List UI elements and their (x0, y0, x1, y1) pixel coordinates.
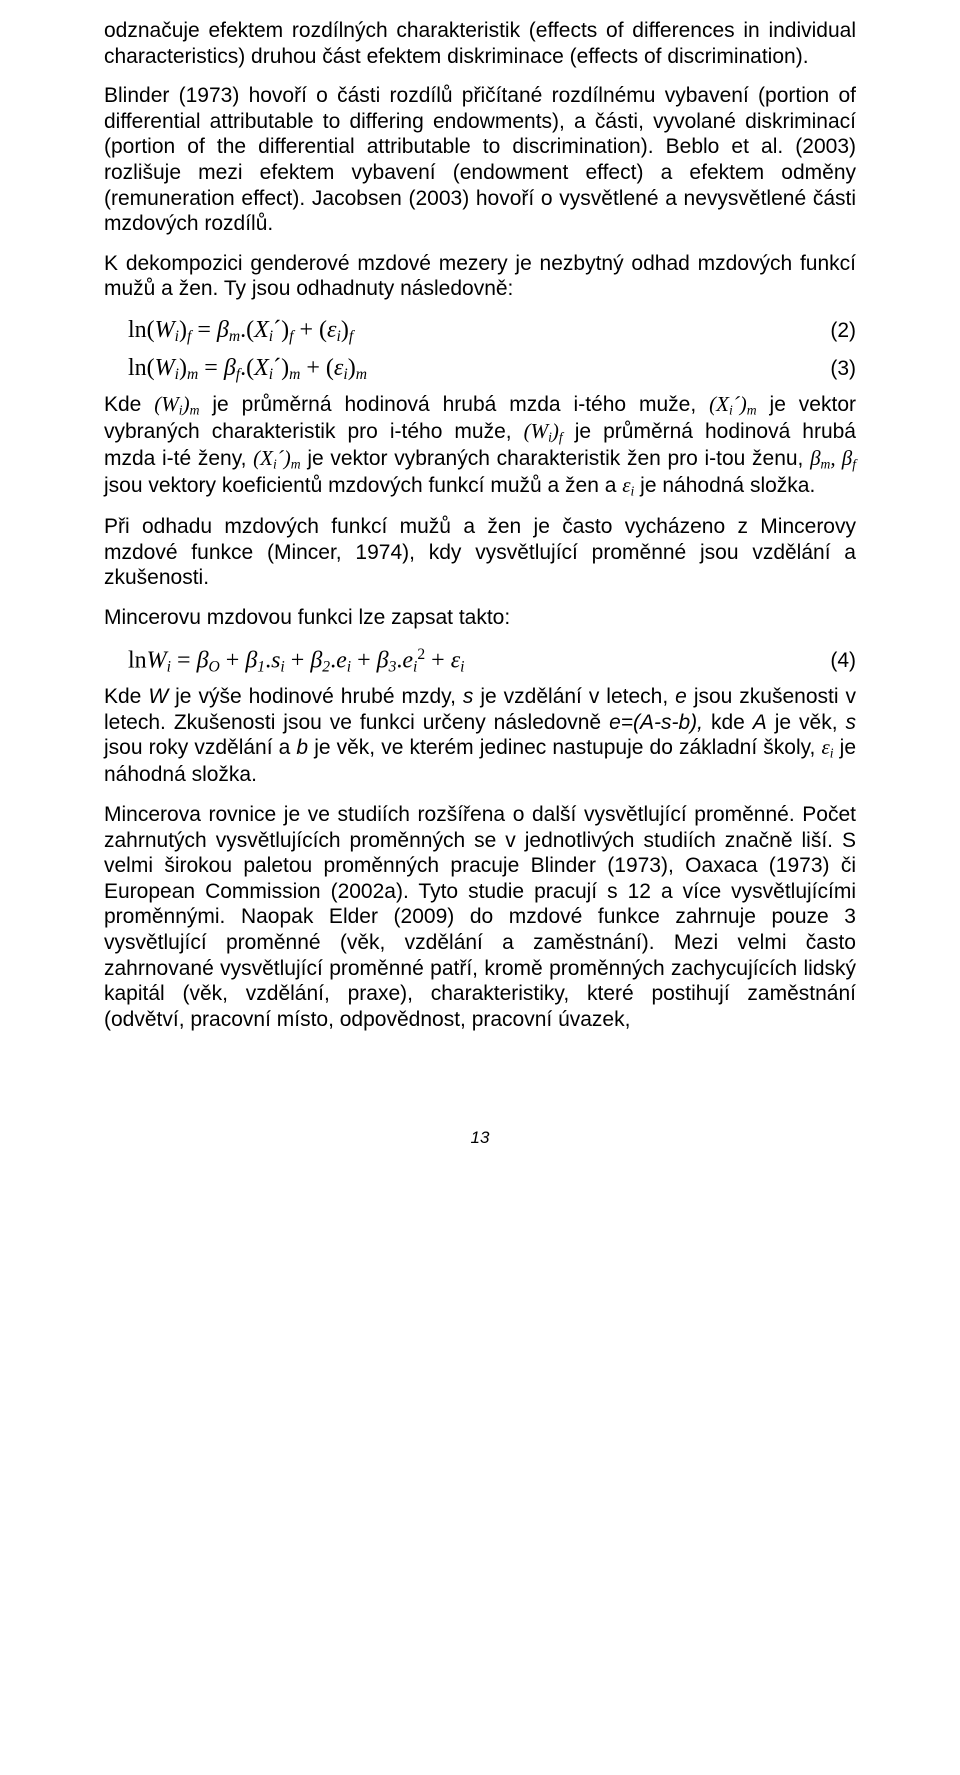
math-inline: e (675, 685, 687, 708)
math-inline: (Wi)f (524, 419, 563, 443)
paragraph-3: K dekompozici genderové mzdové mezery je… (104, 251, 856, 302)
paragraph-1: odznačuje efektem rozdílných charakteris… (104, 18, 856, 69)
math-inline: (Wi)m (154, 392, 199, 416)
equation-3: ln(Wi)m = βf.(Xi´)m + (εi)m (3) (128, 354, 856, 384)
math-inline: βm, βf (810, 446, 856, 470)
math-inline: (Xi´)m (709, 392, 756, 416)
text: je vzdělání v letech, (480, 685, 675, 708)
paragraph-5: Při odhadu mzdových funkcí mužů a žen je… (104, 514, 856, 591)
paragraph-4: Kde (Wi)m je průměrná hodinová hrubá mzd… (104, 392, 856, 500)
paragraph-6: Mincerovu mzdovou funkci lze zapsat takt… (104, 605, 856, 631)
math-inline: εi (622, 473, 634, 497)
text: jsou vektory koeficientů mzdových funkcí… (104, 474, 622, 497)
text: je věk, (775, 711, 846, 734)
text: jsou roky vzdělání a (104, 736, 296, 759)
page-number: 13 (104, 1128, 856, 1149)
text: je průměrná hodinová hrubá mzda i-tého m… (212, 393, 709, 416)
equation-3-number: (3) (830, 356, 856, 382)
math-inline: b (296, 736, 308, 759)
math-inline: s (846, 711, 857, 734)
equation-4: lnWi = βO + β1.si + β2.ei + β3.ei2 + εi … (128, 645, 856, 676)
paragraph-2: Blinder (1973) hovoří o části rozdílů př… (104, 83, 856, 237)
math-inline: (Xi´)m (253, 446, 300, 470)
paragraph-7: Kde W je výše hodinové hrubé mzdy, s je … (104, 684, 856, 788)
equation-2-expr: ln(Wi)f = βm.(Xi´)f + (εi)f (128, 316, 353, 346)
math-inline: A (753, 711, 767, 734)
text: je věk, ve kterém jedinec nastupuje do z… (314, 736, 821, 759)
text: Kde (104, 393, 154, 416)
text: je výše hodinové hrubé mzdy, (175, 685, 463, 708)
equation-4-number: (4) (830, 648, 856, 674)
paragraph-8: Mincerova rovnice je ve studiích rozšíře… (104, 802, 856, 1032)
text: kde (711, 711, 753, 734)
document-page: odznačuje efektem rozdílných charakteris… (0, 0, 960, 1775)
math-inline: W (148, 685, 168, 708)
text: je náhodná složka. (640, 474, 815, 497)
equation-2: ln(Wi)f = βm.(Xi´)f + (εi)f (2) (128, 316, 856, 346)
equation-2-number: (2) (830, 318, 856, 344)
text: je vektor vybraných charakteristik žen p… (307, 447, 810, 470)
text: Kde (104, 685, 148, 708)
equation-4-expr: lnWi = βO + β1.si + β2.ei + β3.ei2 + εi (128, 645, 465, 676)
math-inline: e=(A-s-b), (609, 711, 703, 734)
equation-3-expr: ln(Wi)m = βf.(Xi´)m + (εi)m (128, 354, 367, 384)
math-inline: εi (821, 735, 833, 759)
math-inline: s (463, 685, 474, 708)
